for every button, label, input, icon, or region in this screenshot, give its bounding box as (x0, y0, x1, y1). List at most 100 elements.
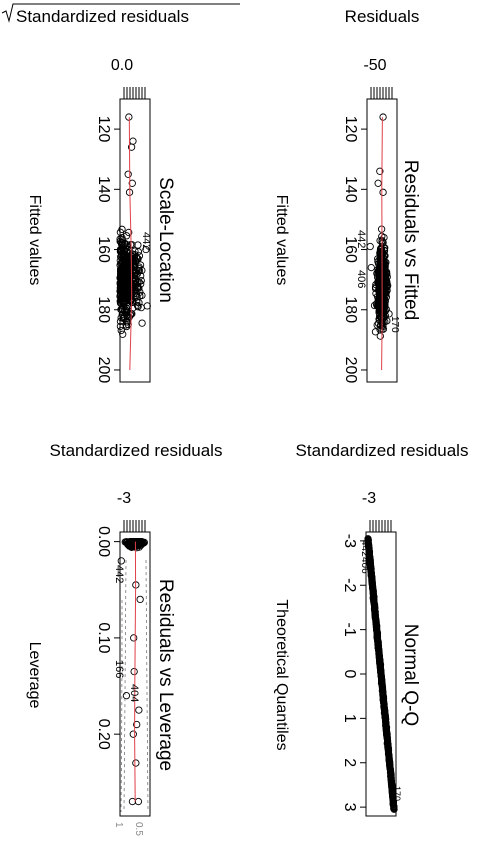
panel1-annotation: 442 (140, 232, 152, 250)
data-point (125, 274, 133, 282)
data-point (134, 283, 142, 292)
panel3-annotation: 442 (113, 565, 125, 583)
data-point (380, 251, 388, 260)
data-point (371, 328, 380, 336)
data-point (122, 692, 131, 700)
x-tick-label: 0.00 (95, 526, 112, 557)
panel3-title: Residuals vs Leverage (155, 579, 176, 771)
panel2-points (366, 113, 393, 340)
panel1-xtick-group: 120 140 160 180 200 (95, 116, 120, 384)
data-point (138, 291, 146, 300)
panel3-ylabel: Standardized residuals (50, 441, 223, 460)
data-point (366, 242, 374, 251)
data-point (116, 281, 125, 289)
data-point (132, 257, 140, 265)
x-tick-label: 120 (342, 116, 359, 143)
data-point (127, 143, 136, 151)
panel2-annotation: 406 (355, 270, 367, 288)
data-point (121, 259, 129, 267)
x-tick-label: 160 (342, 236, 359, 263)
data-point (133, 278, 142, 286)
panel2-rug (370, 87, 393, 99)
panel-residuals-vs-leverage: Standardized residuals -3 0.00 0.10 0.20 4… (26, 441, 222, 836)
data-point (129, 540, 137, 548)
x-tick-label: 200 (95, 357, 112, 384)
data-point (116, 317, 125, 326)
x-tick-label: 140 (95, 176, 112, 203)
x-tick-label: 0.10 (95, 622, 112, 653)
panel4-annotation: 170 (392, 786, 402, 801)
panel2-plot-frame (366, 98, 398, 383)
data-point (128, 241, 136, 249)
panel4-annotation: 406 (359, 557, 370, 574)
panel3-smoother-line (134, 541, 137, 802)
data-point (128, 797, 137, 806)
data-point (130, 539, 139, 547)
panel3-cooks-label: 1 (113, 822, 124, 828)
panel1-xlabel: Fitted values (26, 195, 43, 286)
data-point (385, 310, 393, 318)
data-point (372, 300, 381, 308)
data-point (130, 634, 138, 642)
data-point (377, 259, 385, 267)
panel2-ylabel: Residuals (345, 7, 420, 26)
panel2-xtick-group: 120 140 160 180 200 (342, 116, 367, 384)
panel1-ytick: 0.0 (111, 57, 133, 74)
data-point (377, 274, 385, 282)
x-tick-label: 140 (342, 176, 359, 203)
data-point (377, 284, 385, 292)
data-point (379, 238, 387, 247)
data-point (117, 259, 126, 267)
data-point (117, 270, 125, 278)
data-point (125, 228, 133, 237)
x-tick-label: 200 (342, 357, 359, 384)
data-point (129, 730, 137, 738)
x-tick-label: -2 (341, 578, 358, 592)
data-point (374, 179, 382, 187)
data-point (379, 188, 387, 196)
data-point (376, 275, 384, 283)
panel3-cooks-distance-line (120, 599, 123, 813)
data-point (390, 805, 398, 813)
data-point (128, 310, 136, 318)
data-point (377, 269, 385, 277)
data-point (116, 237, 124, 245)
panel-normal-qq: Standardized residuals -3 -3 -2 -1 0 1 2 3 442… (273, 441, 469, 817)
data-point (120, 246, 129, 254)
data-point (142, 245, 150, 254)
panel4-xlabel: Theoretical Quantiles (273, 599, 290, 750)
x-tick-label: 1 (341, 714, 358, 723)
sqrt-radical-sign (1, 3, 240, 23)
data-point (134, 797, 143, 806)
data-point (376, 306, 385, 314)
panel3-xtick-group: 0.00 0.10 0.20 (95, 526, 120, 750)
panel2-title: Residuals vs Fitted (400, 160, 421, 321)
panel4-annotation: 442 (359, 540, 370, 557)
x-tick-label: 160 (95, 236, 112, 263)
data-point (377, 313, 386, 321)
data-point (129, 263, 137, 271)
panel3-cooks-distance-line (123, 559, 127, 813)
panel3-points (117, 537, 148, 806)
data-point (136, 595, 144, 604)
panel3-rug (123, 520, 146, 532)
data-point (135, 706, 143, 714)
x-tick-label: 120 (95, 116, 112, 143)
x-tick-label: -1 (341, 623, 358, 637)
data-point (129, 538, 138, 546)
data-point (117, 288, 126, 296)
x-tick-label: 2 (341, 758, 358, 767)
data-point (116, 292, 124, 301)
data-point (119, 330, 127, 338)
panel4-ylabel: Standardized residuals (296, 441, 469, 460)
data-point (133, 270, 142, 278)
x-tick-label: 0 (341, 670, 358, 679)
data-point (121, 288, 129, 296)
data-point (376, 167, 384, 175)
data-point (118, 225, 126, 233)
data-point (117, 259, 125, 268)
panel3-annotation: 404 (128, 684, 140, 702)
panel1-smoother-line (128, 117, 133, 371)
data-point (377, 295, 385, 304)
data-point (376, 249, 384, 257)
